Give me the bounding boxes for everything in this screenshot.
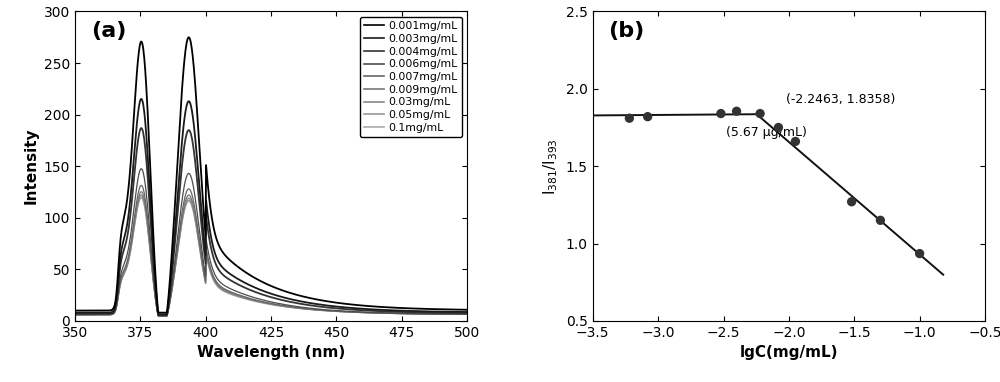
Point: [844, 199, 860, 205]
X-axis label: lgC(mg/mL): lgC(mg/mL): [740, 345, 838, 360]
Text: (-2.2463, 1.8358): (-2.2463, 1.8358): [786, 93, 896, 106]
Point: [621, 115, 637, 121]
Point: [787, 138, 803, 144]
Point: [770, 125, 786, 131]
Point: [752, 110, 768, 117]
Point: [872, 217, 888, 223]
X-axis label: Wavelength (nm): Wavelength (nm): [197, 345, 345, 360]
Point: [640, 113, 656, 120]
Text: (b): (b): [608, 21, 645, 41]
Point: [729, 108, 745, 114]
Point: [713, 110, 729, 117]
Point: [912, 251, 928, 257]
Legend: 0.001mg/mL, 0.003mg/mL, 0.004mg/mL, 0.006mg/mL, 0.007mg/mL, 0.009mg/mL, 0.03mg/m: 0.001mg/mL, 0.003mg/mL, 0.004mg/mL, 0.00…: [360, 17, 462, 137]
Y-axis label: Intensity: Intensity: [23, 128, 38, 204]
Y-axis label: I$_{381}$/I$_{393}$: I$_{381}$/I$_{393}$: [542, 138, 560, 194]
Text: (5.67 μg/mL): (5.67 μg/mL): [726, 126, 807, 139]
Text: (a): (a): [91, 21, 126, 41]
